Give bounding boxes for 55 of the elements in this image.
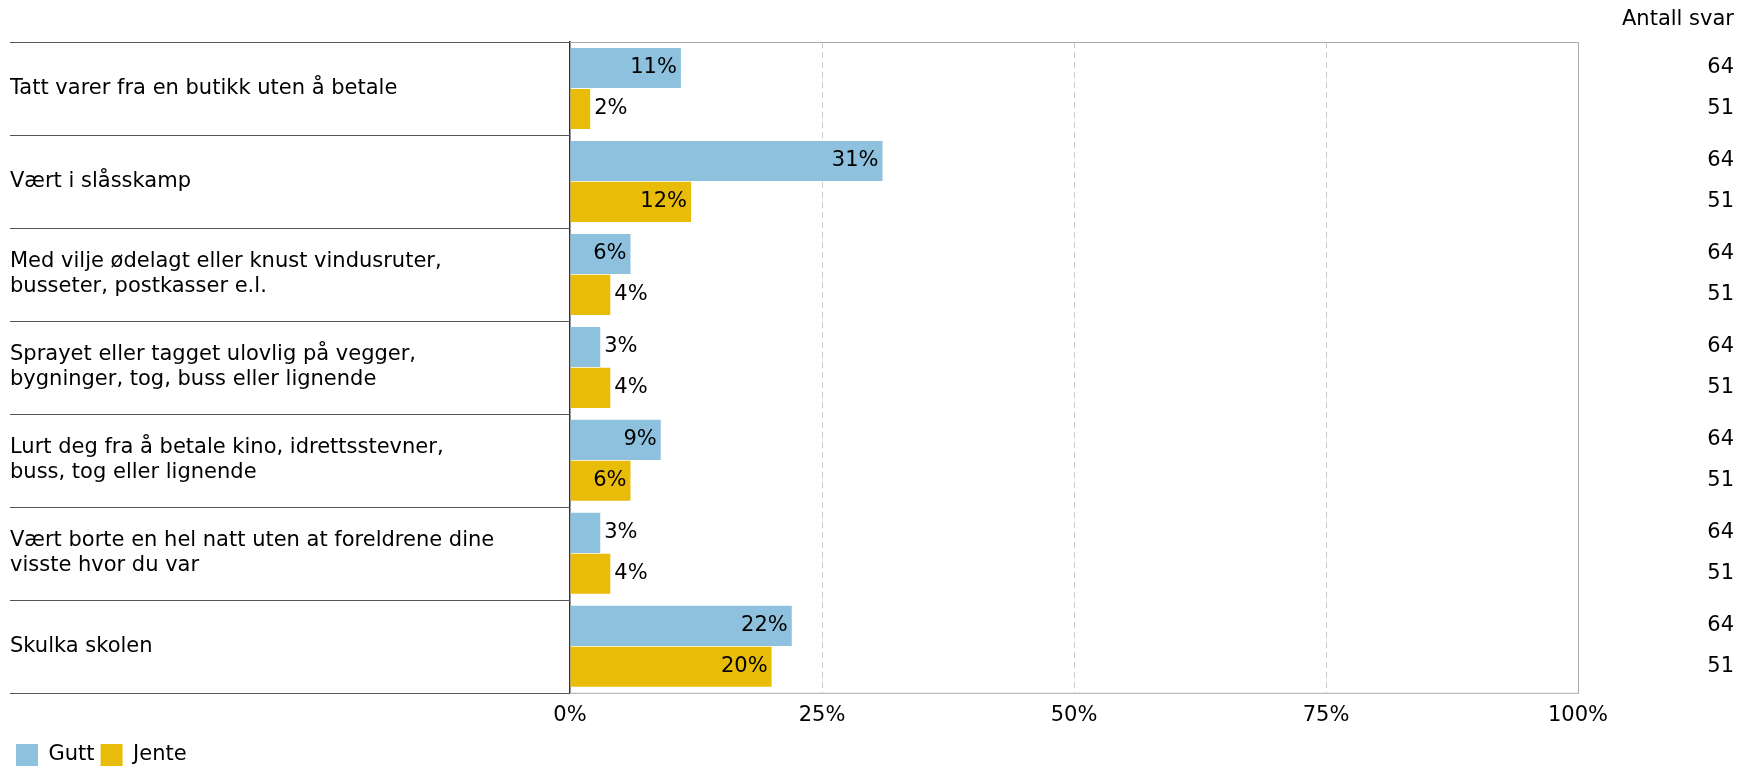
text: 51 [1707, 374, 1734, 399]
bar [570, 181, 691, 222]
text: Antall svar [1622, 6, 1735, 31]
text: 51 [1707, 560, 1734, 585]
data-label: 3% [604, 519, 638, 544]
text: 64 [1707, 612, 1734, 637]
y-tick-label: Vært borte en hel natt uten at foreldrene dine visste hvor du var [10, 527, 495, 577]
text: 64 [1707, 147, 1734, 172]
bar [570, 326, 601, 367]
data-label: 20% [720, 653, 768, 678]
x-tick-label: 0% [553, 701, 587, 726]
x-tick-label: 100% [1547, 701, 1609, 726]
bar [570, 88, 591, 129]
data-label: 4% [614, 560, 648, 585]
data-label: 2% [594, 95, 628, 120]
text: 64 [1707, 519, 1734, 544]
data-label: 4% [614, 281, 648, 306]
data-label: 12% [640, 188, 687, 213]
text: 64 [1707, 54, 1734, 79]
legend-label: Gutt [48, 741, 95, 766]
data-label: 11% [630, 54, 677, 79]
text: 51 [1707, 95, 1734, 120]
y-tick-label: Vært i slåsskamp [10, 166, 192, 192]
bar [570, 274, 611, 315]
text: 51 [1707, 653, 1734, 678]
text: 51 [1707, 281, 1734, 306]
x-tick-label: 75% [1302, 701, 1350, 726]
bar [570, 646, 772, 687]
text: 64 [1707, 333, 1734, 358]
data-label: 6% [593, 240, 627, 265]
data-label: 9% [623, 426, 657, 451]
y-tick-label: Sprayet eller tagget ulovlig på vegger, bygninger, tog, buss eller lignende [10, 340, 417, 391]
data-label: 22% [741, 612, 788, 637]
bar [570, 140, 883, 182]
bar [570, 605, 792, 646]
bar [570, 553, 611, 594]
x-tick-label: 25% [798, 701, 846, 726]
data-label: 3% [604, 333, 638, 358]
x-tick-label: 50% [1050, 701, 1098, 726]
bar [570, 512, 601, 553]
text: 51 [1707, 467, 1734, 492]
legend-label: Jente [131, 741, 187, 766]
bar [570, 419, 661, 460]
bar [570, 367, 611, 408]
data-label: 4% [614, 374, 648, 399]
y-tick-label: Med vilje ødelagt eller knust vindusruter, busseter, postkasser e.l. [10, 248, 442, 298]
y-tick-label: Tatt varer fra en butikk uten å betale [9, 73, 398, 99]
text: 51 [1707, 188, 1734, 213]
data-label: 31% [831, 147, 879, 172]
text: 64 [1707, 240, 1734, 265]
bar [570, 47, 681, 89]
y-tick-label: Lurt deg fra å betale kino, idrettsstevner, buss, tog eller lignende [10, 433, 444, 484]
y-tick-label: Skulka skolen [10, 632, 153, 657]
text: 64 [1707, 426, 1734, 451]
data-label: 6% [593, 467, 627, 492]
